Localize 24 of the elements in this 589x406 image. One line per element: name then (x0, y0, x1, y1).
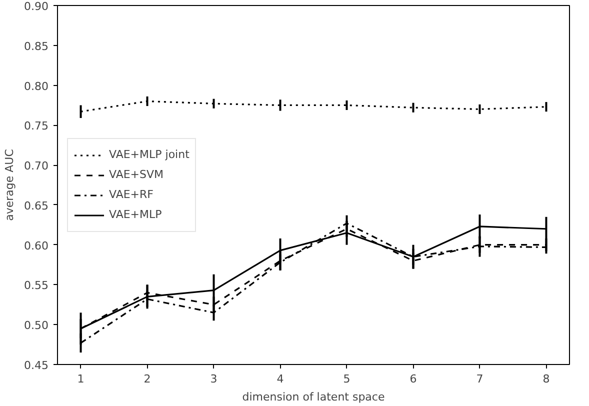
x-tick-label: 2 (144, 372, 151, 386)
y-tick-label: 0.75 (24, 120, 49, 133)
x-tick-label: 1 (77, 372, 84, 386)
legend-label: VAE+SVM (109, 168, 164, 181)
x-tick-label: 6 (410, 372, 417, 386)
x-tick-label: 5 (343, 372, 350, 386)
x-tick-label: 7 (476, 372, 484, 386)
y-axis-title: average AUC (3, 148, 16, 221)
legend-label: VAE+MLP joint (109, 148, 190, 161)
y-tick-label: 0.45 (24, 359, 49, 372)
y-tick-label: 0.55 (24, 279, 49, 292)
x-tick-label: 4 (276, 372, 284, 386)
y-tick-label: 0.60 (24, 239, 49, 252)
y-tick-label: 0.65 (24, 199, 49, 212)
y-tick-label: 0.90 (24, 0, 49, 13)
x-tick-label: 8 (542, 372, 550, 386)
x-tick-label: 3 (210, 372, 218, 386)
y-tick-label: 0.70 (24, 160, 49, 173)
legend-label: VAE+MLP (109, 208, 162, 221)
y-tick-label: 0.85 (24, 40, 49, 53)
x-axis-title: dimension of latent space (242, 390, 385, 404)
y-tick-label: 0.80 (24, 80, 49, 93)
legend-label: VAE+RF (109, 188, 154, 201)
y-tick-label: 0.50 (24, 319, 49, 332)
